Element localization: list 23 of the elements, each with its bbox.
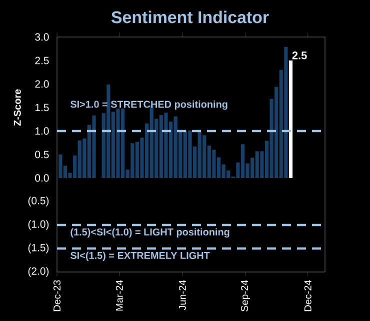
y-tick-label: 1.5: [35, 104, 49, 112]
x-tick-label: Sep-24: [240, 280, 250, 312]
x-tick-label: Dec-23: [53, 280, 61, 312]
y-tick-label: 1.0: [35, 127, 49, 135]
chart-title: Sentiment Indicator: [111, 10, 269, 24]
ref-line-label: (1.5)<SI<(1.0) = LIGHT positioning: [70, 228, 230, 238]
bar: [288, 60, 293, 178]
y-tick-label: (0.5): [28, 196, 49, 206]
ref-line-label: SI<(1.5) = EXTREMELY LIGHT: [70, 252, 210, 261]
y-tick-label: 2.0: [35, 80, 49, 88]
y-tick-label: (1.0): [28, 220, 49, 230]
x-tick-label: Mar-24: [116, 280, 123, 311]
y-tick-label: (2.0): [28, 267, 49, 277]
y-axis-title: Z-Score: [14, 89, 21, 126]
y-tick-label: 0.0: [35, 174, 49, 182]
y-tick-label: 2.5: [35, 56, 49, 64]
y-tick-label: 0.5: [35, 150, 49, 158]
data-label: 2.5: [292, 52, 307, 60]
y-tick-label: 3.0: [35, 33, 49, 41]
x-tick-label: Jun-24: [178, 280, 186, 310]
ref-line-label: SI>1.0 = STRETCHED positioning: [70, 100, 228, 110]
x-tick-label: Dec-24: [304, 280, 312, 312]
y-tick-label: (1.5): [28, 244, 49, 254]
